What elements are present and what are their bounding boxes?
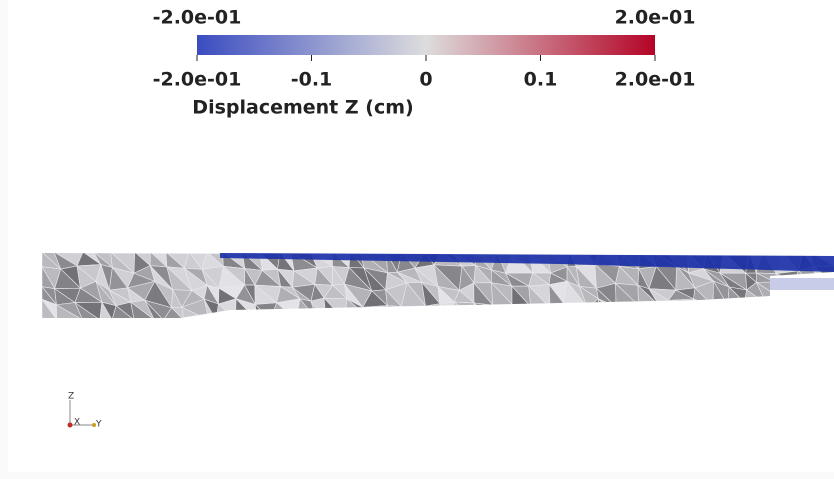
page: Displacement Z (cm) Z X Y -2.0e-01 2.0e-0… bbox=[0, 0, 834, 479]
tick-label: 2.0e-01 bbox=[615, 69, 696, 91]
axis-label: Y bbox=[95, 420, 102, 430]
range-label: -2.0e-01 bbox=[153, 7, 242, 29]
colorbar-title: Displacement Z (cm) bbox=[192, 97, 413, 119]
tick-label: -2.0e-01 bbox=[153, 69, 242, 91]
range-label: 2.0e-01 bbox=[615, 7, 696, 29]
axis-label: Z bbox=[68, 392, 74, 402]
axis-label: X bbox=[74, 418, 80, 428]
render-view: Displacement Z (cm) Z X Y -2.0e-01 2.0e-0… bbox=[0, 0, 834, 479]
mesh-strip bbox=[770, 278, 834, 290]
colorbar bbox=[197, 35, 655, 55]
tick-label: 0 bbox=[419, 69, 432, 91]
tick-label: 0.1 bbox=[524, 69, 558, 91]
tick-label: -0.1 bbox=[291, 69, 333, 91]
